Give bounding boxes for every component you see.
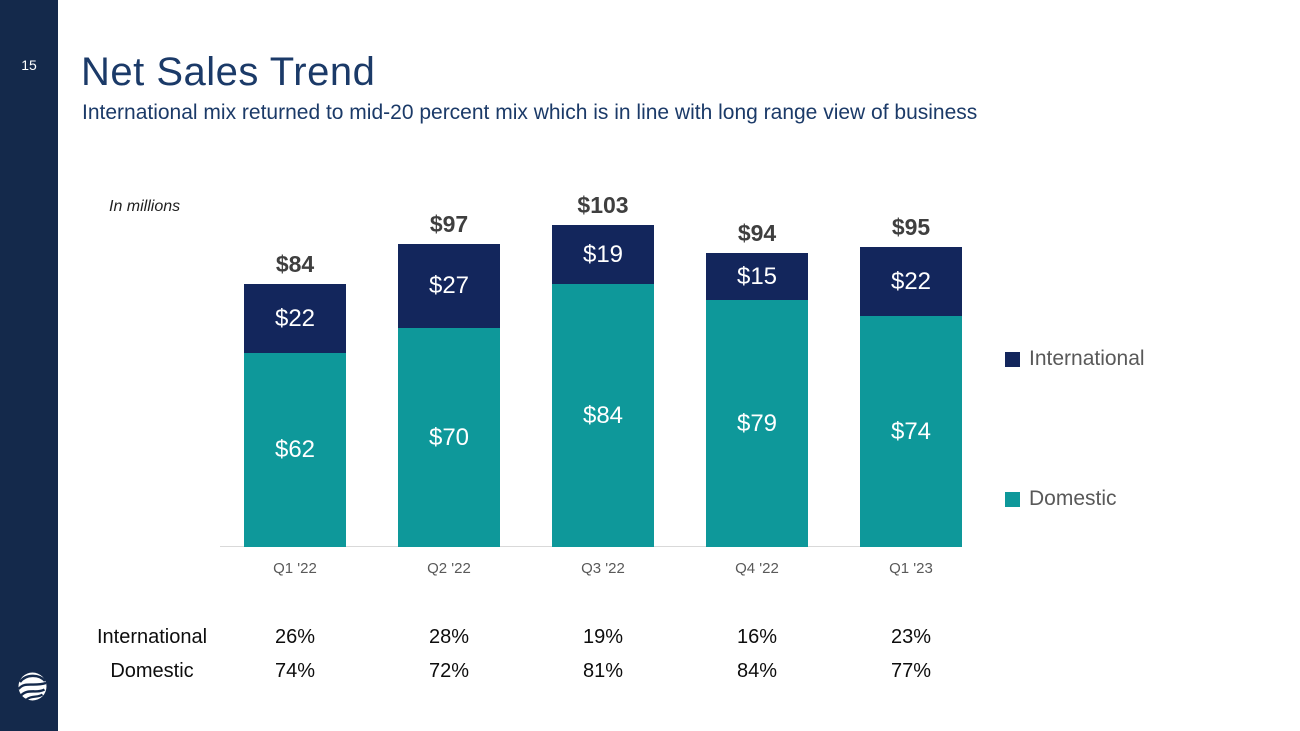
bar-value-label: $19 — [582, 240, 624, 268]
bar-segment-domestic: $62 — [244, 353, 346, 547]
axis-category-label: Q1 '23 — [889, 560, 933, 577]
bar-value-label: $84 — [582, 401, 624, 429]
axis-category-label: Q4 '22 — [735, 560, 779, 577]
bar-value-label: $27 — [428, 272, 470, 299]
globe-swirl-logo-icon — [17, 671, 48, 702]
bar-value-label: $62 — [274, 436, 316, 463]
mix-table-cell: 26% — [274, 626, 316, 648]
bar-segment-international: $22 — [244, 284, 346, 353]
axis-category-label: Q3 '22 — [581, 560, 625, 577]
bar-value-label: $15 — [736, 262, 778, 290]
mix-table-cell: 81% — [582, 660, 624, 682]
mix-table-cell: 77% — [890, 660, 932, 682]
axis-category-label: Q1 '22 — [273, 560, 317, 577]
bar-value-label: $70 — [428, 423, 470, 451]
mix-table-cell: 16% — [736, 626, 778, 648]
mix-table-row-label: Domestic — [110, 660, 194, 682]
bar-total-label: $94 — [737, 220, 777, 246]
page-subtitle: International mix returned to mid-20 per… — [82, 101, 978, 124]
bar-total-label: $97 — [429, 211, 469, 237]
bar-segment-domestic: $84 — [552, 284, 654, 547]
page-title: Net Sales Trend — [81, 50, 376, 94]
legend-item-international: International — [1005, 347, 1145, 371]
bar-segment-international: $15 — [706, 253, 808, 300]
legend-swatch-international-icon — [1005, 351, 1020, 367]
legend-item-domestic: Domestic — [1005, 487, 1117, 511]
bar-value-label: $22 — [890, 267, 932, 295]
sidebar-rail: 15 — [0, 0, 58, 731]
bar-segment-international: $19 — [552, 225, 654, 284]
bar-total-label: $84 — [275, 251, 315, 277]
legend-swatch-domestic-icon — [1005, 491, 1020, 507]
mix-table-cell: 72% — [428, 660, 470, 682]
page-number: 15 — [21, 57, 37, 73]
bar-segment-international: $27 — [398, 244, 500, 328]
mix-table-cell: 74% — [274, 660, 316, 682]
bar-value-label: $74 — [890, 417, 932, 445]
bar-total-label: $103 — [577, 192, 629, 218]
bar-segment-domestic: $74 — [860, 316, 962, 547]
axis-category-label: Q2 '22 — [427, 560, 471, 577]
bar-segment-international: $22 — [860, 247, 962, 316]
bar-total-label: $95 — [891, 214, 931, 240]
legend-label-domestic: Domestic — [1029, 487, 1117, 510]
mix-table-cell: 19% — [582, 626, 624, 648]
mix-table-cell: 23% — [890, 626, 932, 648]
legend-label-international: International — [1029, 347, 1145, 370]
bar-segment-domestic: $70 — [398, 328, 500, 547]
bar-segment-domestic: $79 — [706, 300, 808, 547]
mix-table-row-label: International — [96, 626, 208, 648]
bar-value-label: $22 — [274, 304, 316, 332]
chart-units-note: In millions — [109, 198, 181, 215]
mix-table-cell: 84% — [736, 660, 778, 682]
bar-value-label: $79 — [736, 409, 778, 437]
mix-table-cell: 28% — [428, 626, 470, 648]
